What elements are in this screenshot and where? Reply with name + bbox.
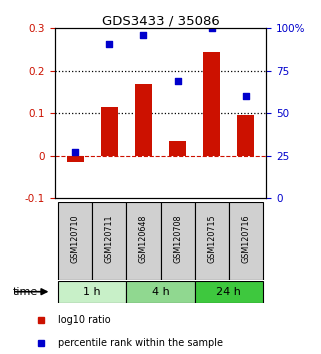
Bar [195, 202, 229, 280]
Text: GSM120715: GSM120715 [207, 215, 216, 263]
Text: 24 h: 24 h [216, 287, 241, 297]
Bar [126, 281, 195, 303]
Bar [92, 202, 126, 280]
Bar [169, 141, 186, 156]
Point [107, 41, 112, 46]
Bar [229, 202, 263, 280]
Text: GSM120711: GSM120711 [105, 215, 114, 263]
Bar [126, 202, 160, 280]
Text: percentile rank within the sample: percentile rank within the sample [57, 338, 222, 348]
Point [175, 78, 180, 84]
Bar [160, 202, 195, 280]
Text: log10 ratio: log10 ratio [57, 315, 110, 325]
Point [209, 25, 214, 31]
Bar [135, 84, 152, 156]
Bar [203, 52, 220, 156]
Text: GSM120648: GSM120648 [139, 215, 148, 263]
Text: GSM120710: GSM120710 [71, 215, 80, 263]
Text: 1 h: 1 h [83, 287, 101, 297]
Bar [101, 107, 118, 156]
Bar [195, 281, 263, 303]
Point [243, 93, 248, 99]
Point [141, 32, 146, 38]
Text: GSM120708: GSM120708 [173, 215, 182, 263]
Title: GDS3433 / 35086: GDS3433 / 35086 [102, 14, 219, 27]
Text: time: time [13, 287, 38, 297]
Bar [58, 202, 92, 280]
Bar [238, 115, 255, 156]
Text: GSM120716: GSM120716 [241, 215, 250, 263]
Bar [58, 281, 126, 303]
Bar [66, 156, 83, 162]
Text: 4 h: 4 h [152, 287, 169, 297]
Point [73, 149, 78, 155]
